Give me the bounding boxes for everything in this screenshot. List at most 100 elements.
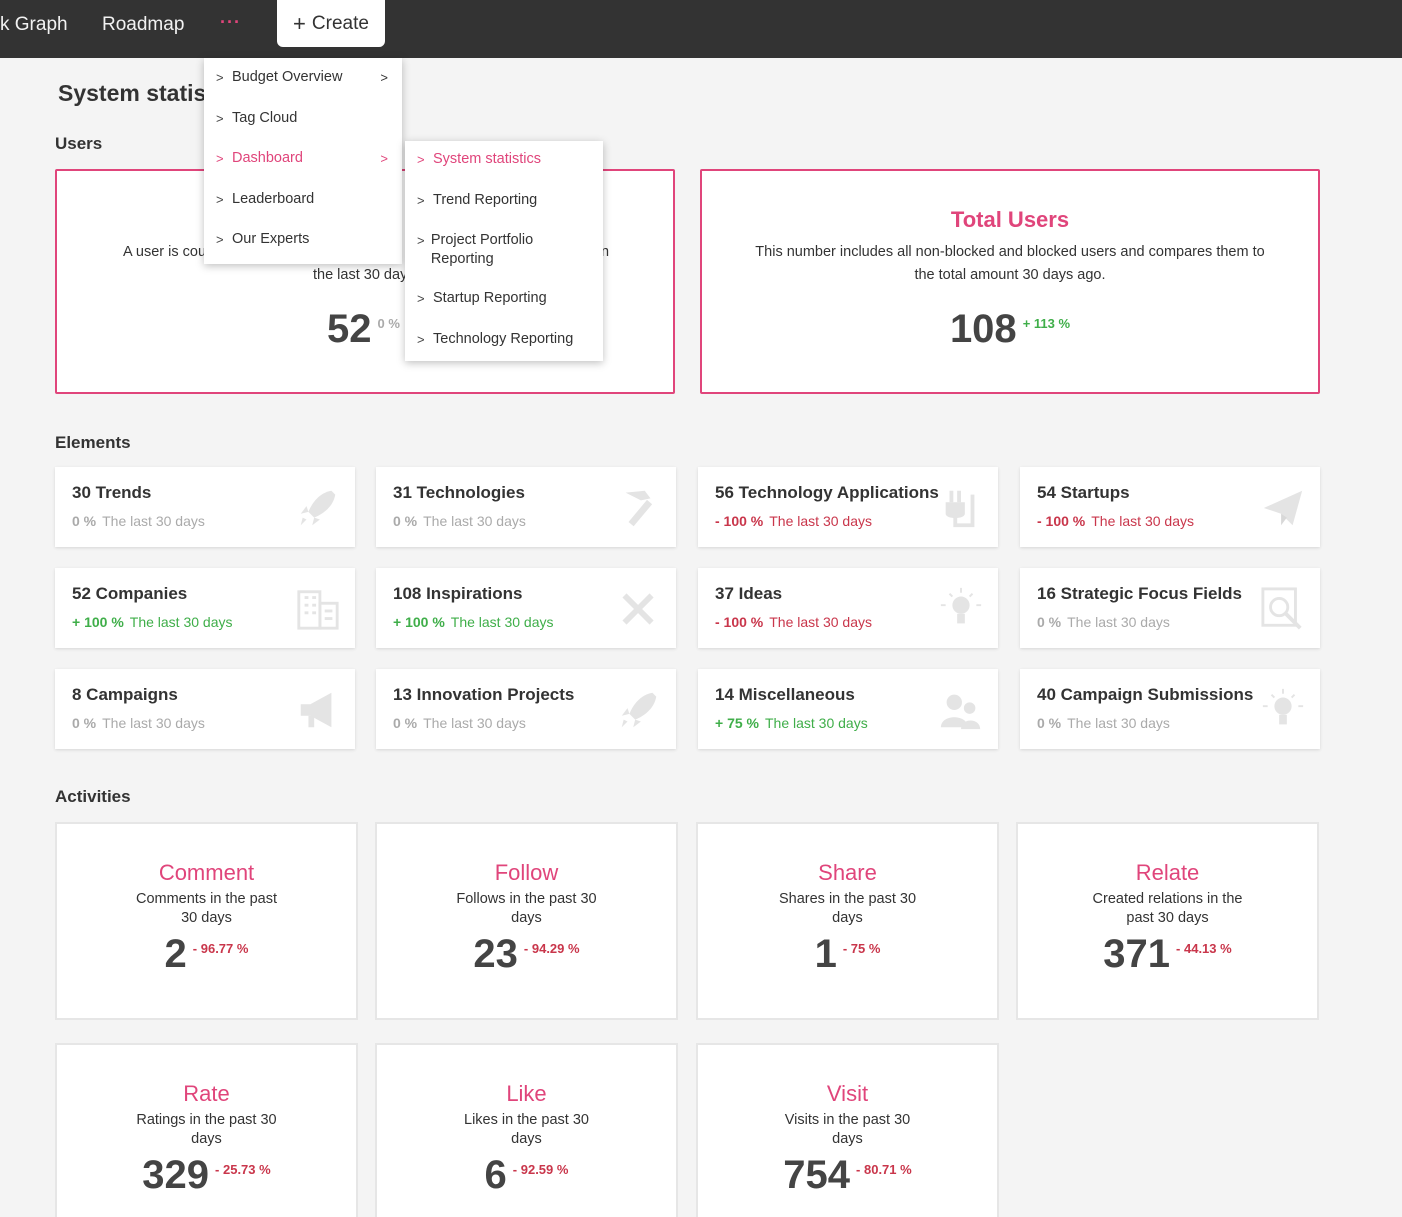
plus-icon: +	[293, 10, 306, 36]
more-dropdown-menu: > Budget Overview > > Tag Cloud > Dashbo…	[204, 58, 402, 264]
element-card-name: 52 Companies	[72, 584, 188, 603]
element-card-name: 30 Trends	[72, 483, 152, 502]
element-card[interactable]: 13 Innovation Projects 0 % The last 30 day…	[376, 669, 676, 749]
activity-title: Follow	[494, 860, 559, 885]
submenu-item-technology-reporting[interactable]: > Technology Reporting	[405, 330, 603, 349]
activity-card-share: Share Shares in the past 30 days 1 - 75 %	[696, 822, 999, 1020]
nav-link-graph[interactable]: k Graph	[0, 14, 68, 35]
activity-title: Comment	[158, 860, 255, 885]
element-card-period: The last 30 days	[769, 513, 872, 529]
element-card-trend: - 100 % The last 30 days	[715, 513, 872, 529]
element-card[interactable]: 14 Miscellaneous + 75 % The last 30 days	[698, 669, 998, 749]
chevron-right-icon: >	[417, 193, 425, 208]
element-card-pct: + 100 %	[393, 614, 445, 630]
element-card-name: 56 Technology Applications	[715, 483, 939, 502]
element-card[interactable]: 37 Ideas - 100 % The last 30 days	[698, 568, 998, 648]
activity-value: 1	[814, 932, 837, 976]
activity-pct: - 44.13 %	[1176, 941, 1232, 956]
element-card[interactable]: 54 Startups - 100 % The last 30 days	[1020, 467, 1320, 547]
activity-desc: Likes in the past 30 days	[464, 1112, 589, 1147]
menu-item-dashboard[interactable]: > Dashboard >	[204, 149, 402, 168]
chevron-right-icon: >	[417, 332, 425, 347]
submenu-item-startup-reporting[interactable]: > Startup Reporting	[405, 289, 603, 308]
total-users-title: Total Users	[950, 207, 1070, 232]
element-card[interactable]: 108 Inspirations + 100 % The last 30 days	[376, 568, 676, 648]
activity-value-row: 23 - 94.29 %	[377, 932, 676, 977]
create-button[interactable]: + Create	[277, 0, 385, 47]
menu-item-label: Budget Overview	[232, 69, 343, 85]
activity-desc: Follows in the past 30 days	[456, 891, 597, 926]
activity-pct: - 25.73 %	[215, 1162, 271, 1177]
lightbulb-icon	[938, 586, 984, 632]
menu-item-leaderboard[interactable]: > Leaderboard	[204, 190, 402, 209]
element-card-name: 40 Campaign Submissions	[1037, 685, 1254, 704]
element-card-pct: 0 %	[393, 513, 418, 529]
element-card[interactable]: 31 Technologies 0 % The last 30 days	[376, 467, 676, 547]
chevron-right-icon: >	[216, 151, 224, 166]
activity-title: Share	[818, 860, 877, 885]
element-card-name: 108 Inspirations	[393, 584, 523, 603]
element-card-pct: 0 %	[1037, 614, 1062, 630]
element-card-trend: 0 % The last 30 days	[393, 513, 526, 529]
submenu-item-label: System statistics	[433, 151, 541, 167]
section-title-users: Users	[55, 134, 103, 153]
top-navigation-bar: k Graph Roadmap ··· + Create	[0, 0, 1402, 58]
activity-value: 6	[484, 1153, 507, 1197]
submenu-item-project-portfolio-reporting[interactable]: > Project Portfolio Reporting	[405, 231, 603, 269]
element-card-pct: - 100 %	[715, 513, 764, 529]
element-card[interactable]: 40 Campaign Submissions 0 % The last 30 da…	[1020, 669, 1320, 749]
element-card[interactable]: 8 Campaigns 0 % The last 30 days	[55, 669, 355, 749]
element-card-pct: + 100 %	[72, 614, 124, 630]
element-card-period: The last 30 days	[102, 513, 205, 529]
element-card[interactable]: 52 Companies + 100 % The last 30 days	[55, 568, 355, 648]
activity-value-row: 329 - 25.73 %	[57, 1153, 356, 1198]
chevron-right-icon: >	[216, 192, 224, 207]
element-card-pct: 0 %	[72, 513, 97, 529]
users-icon	[938, 687, 984, 733]
activity-value-row: 2 - 96.77 %	[57, 932, 356, 977]
activity-value-row: 6 - 92.59 %	[377, 1153, 676, 1198]
element-card-trend: 0 % The last 30 days	[1037, 715, 1170, 731]
nav-link-roadmap[interactable]: Roadmap	[102, 14, 185, 35]
activity-value: 754	[783, 1153, 851, 1197]
submenu-item-system-statistics[interactable]: > System statistics	[405, 150, 603, 169]
element-card[interactable]: 16 Strategic Focus Fields 0 % The last 30 …	[1020, 568, 1320, 648]
activity-card-rate: Rate Ratings in the past 30 days 329 - 25.7…	[55, 1043, 358, 1217]
building-icon	[295, 586, 341, 632]
submenu-item-trend-reporting[interactable]: > Trend Reporting	[405, 191, 603, 210]
element-card[interactable]: 30 Trends 0 % The last 30 days	[55, 467, 355, 547]
activity-title: Visit	[826, 1081, 869, 1106]
activity-pct: - 92.59 %	[512, 1162, 569, 1177]
activity-value: 23	[473, 932, 518, 976]
activity-pct: - 75 %	[842, 941, 881, 956]
element-card-period: The last 30 days	[1067, 715, 1170, 731]
element-card-period: The last 30 days	[423, 513, 526, 529]
element-card-period: The last 30 days	[764, 715, 868, 731]
element-card-period: The last 30 days	[450, 614, 554, 630]
element-card-trend: 0 % The last 30 days	[72, 715, 205, 731]
menu-item-label: Our Experts	[232, 231, 310, 247]
element-card-period: The last 30 days	[129, 614, 233, 630]
tools-icon	[616, 586, 662, 632]
submenu-arrow-icon: >	[380, 70, 388, 85]
element-card-period: The last 30 days	[423, 715, 526, 731]
active-users-value: 52	[327, 307, 372, 351]
activity-value: 329	[142, 1153, 210, 1197]
menu-item-budget-overview[interactable]: > Budget Overview >	[204, 68, 402, 87]
element-card[interactable]: 56 Technology Applications - 100 % The las…	[698, 467, 998, 547]
activity-card-visit: Visit Visits in the past 30 days 754 - 80.7…	[696, 1043, 999, 1217]
submenu-item-label: Trend Reporting	[433, 192, 538, 208]
element-card-period: The last 30 days	[1091, 513, 1194, 529]
activity-desc: Visits in the past 30 days	[784, 1112, 911, 1147]
menu-item-our-experts[interactable]: > Our Experts	[204, 230, 402, 249]
activity-pct: - 80.71 %	[856, 1162, 912, 1177]
element-card-trend: + 75 % The last 30 days	[715, 715, 868, 731]
element-card-pct: - 100 %	[715, 614, 764, 630]
element-card-pct: 0 %	[393, 715, 418, 731]
activity-card-comment: Comment Comments in the past 30 days 2 - 96…	[55, 822, 358, 1020]
menu-item-tag-cloud[interactable]: > Tag Cloud	[204, 109, 402, 128]
element-card-name: 16 Strategic Focus Fields	[1037, 584, 1243, 603]
submenu-arrow-icon: >	[380, 151, 388, 166]
activity-card-like: Like Likes in the past 30 days 6 - 92.59 %	[375, 1043, 678, 1217]
more-menu-icon[interactable]: ···	[220, 12, 241, 32]
